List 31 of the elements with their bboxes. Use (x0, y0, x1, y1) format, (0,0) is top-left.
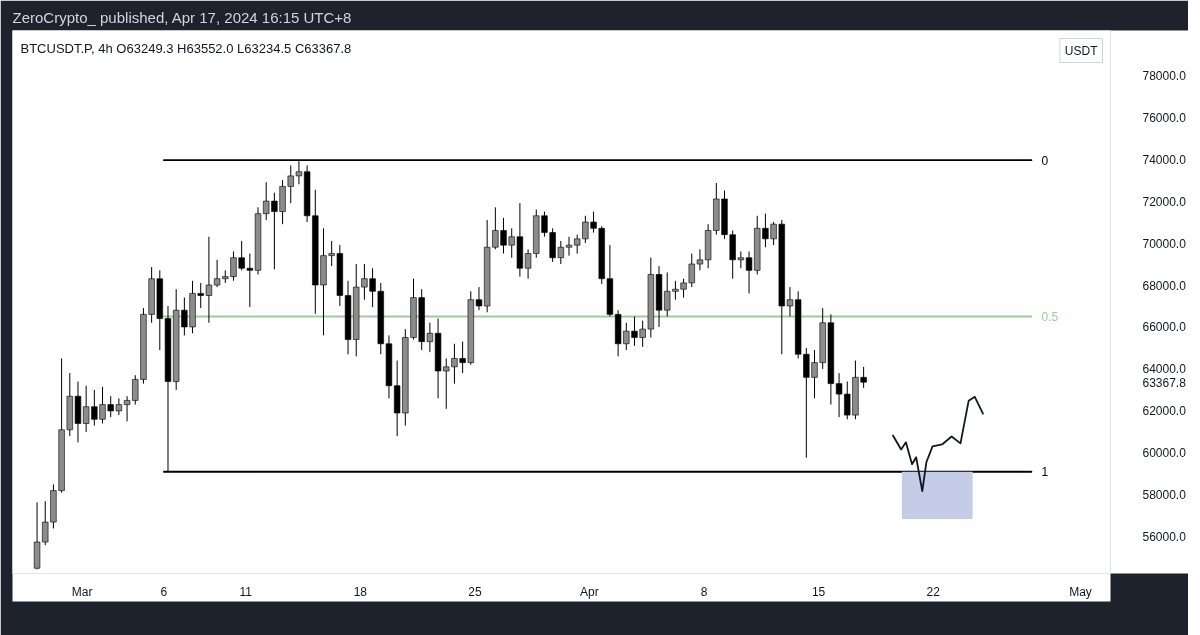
y-tick-label: 76000.0 (1142, 110, 1187, 125)
text: BTCUSDT.P, 4h O63249.3 H63552.0 L63234.5 C63367.8 (20, 40, 352, 56)
y-tick-label: 66000.0 (1142, 320, 1187, 335)
y-tick-label: 62000.0 (1142, 404, 1187, 419)
y-tick-label: 74000.0 (1142, 152, 1187, 167)
y-tick-label: 70000.0 (1142, 236, 1187, 251)
series-label: 0 (1041, 153, 1049, 168)
x-tick-label: 6 (160, 584, 168, 599)
chart-title: ZeroCrypto_ published, Apr 17, 2024 16:15 UTC+8 (12, 8, 352, 26)
line-series (892, 395, 984, 492)
y-tick-label: 64000.0 (1142, 362, 1187, 377)
y-tick-label: 78000.0 (1142, 68, 1187, 83)
x-tick-label: 11 (239, 584, 253, 599)
series-label: 1 (1041, 465, 1049, 480)
candlestick (213, 259, 221, 288)
y-tick-label: 58000.0 (1142, 488, 1187, 503)
x-tick-label: May (1069, 584, 1092, 599)
x-tick-label: Mar (71, 584, 93, 599)
series-label: 0.5 (1041, 309, 1059, 324)
y-tick-label: 56000.0 (1142, 530, 1187, 545)
x-tick-label: 8 (700, 584, 708, 599)
x-tick-label: 18 (353, 584, 368, 599)
x-tick-label: 25 (468, 584, 482, 599)
y-tick-label: 68000.0 (1142, 278, 1187, 293)
x-tick-label: Apr (580, 584, 599, 599)
x-tick-label: 15 (811, 584, 826, 599)
y-tick-label: 60000.0 (1142, 446, 1187, 461)
x-tick-label: 22 (926, 584, 941, 599)
y-tick-label: 72000.0 (1142, 194, 1187, 209)
y-tick-label: 63367.8 (1142, 375, 1187, 390)
y-axis-title: USDT (1064, 43, 1099, 58)
